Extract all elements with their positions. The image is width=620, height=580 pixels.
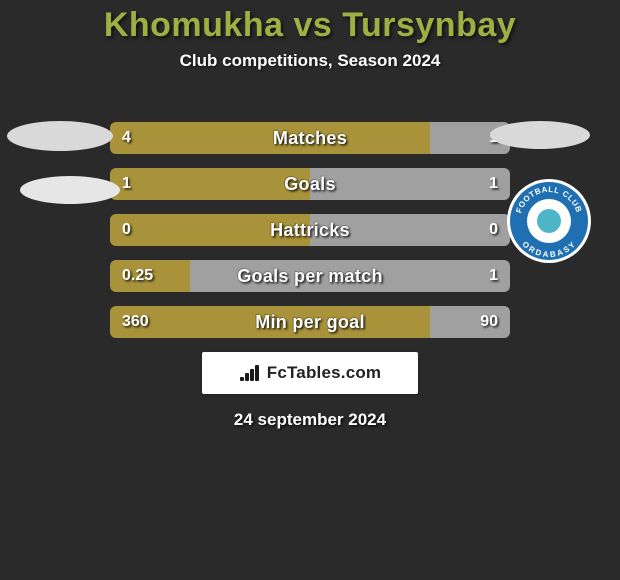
club-badge: FOOTBALL CLUB ORDABASY	[507, 179, 591, 263]
snapshot-date: 24 september 2024	[0, 410, 620, 430]
stat-value-left: 1	[122, 168, 131, 200]
stat-bar-left	[110, 306, 430, 338]
brand-icon-bar	[250, 369, 254, 381]
stat-bar-right	[310, 214, 510, 246]
stat-bar-right	[310, 168, 510, 200]
stat-value-right: 1	[489, 168, 498, 200]
comparison-card: Khomukha vs Tursynbay Club competitions,…	[0, 0, 620, 580]
stat-row: Min per goal36090	[110, 306, 510, 338]
stat-value-right: 90	[480, 306, 498, 338]
svg-text:ORDABASY: ORDABASY	[520, 240, 577, 259]
brand-icon-bar	[255, 365, 259, 381]
brand-badge[interactable]: FcTables.com	[202, 352, 418, 394]
stat-value-left: 0.25	[122, 260, 153, 292]
stat-bar-right	[430, 306, 510, 338]
club-badge-text-icon: FOOTBALL CLUB ORDABASY	[507, 179, 591, 263]
stat-bar-left	[110, 214, 310, 246]
stat-value-right: 0	[489, 214, 498, 246]
stat-bar-left	[110, 122, 430, 154]
decor-ellipse	[490, 121, 590, 149]
brand-icon-bar	[245, 373, 249, 381]
brand-icon-bar	[240, 377, 244, 381]
stat-row: Goals per match0.251	[110, 260, 510, 292]
stat-value-left: 360	[122, 306, 149, 338]
brand-text: FcTables.com	[267, 363, 382, 383]
bar-chart-icon	[239, 362, 261, 384]
stat-value-left: 4	[122, 122, 131, 154]
stat-bar-left	[110, 168, 310, 200]
stat-bar-right	[190, 260, 510, 292]
stat-value-left: 0	[122, 214, 131, 246]
subtitle: Club competitions, Season 2024	[0, 51, 620, 71]
stat-row: Matches41	[110, 122, 510, 154]
decor-ellipse	[20, 176, 120, 204]
stat-row: Hattricks00	[110, 214, 510, 246]
stats-table: Matches41Goals11Hattricks00Goals per mat…	[110, 122, 510, 352]
svg-text:FOOTBALL CLUB: FOOTBALL CLUB	[514, 185, 584, 214]
page-title: Khomukha vs Tursynbay	[0, 0, 620, 45]
decor-ellipse	[7, 121, 113, 151]
stat-row: Goals11	[110, 168, 510, 200]
stat-value-right: 1	[489, 260, 498, 292]
